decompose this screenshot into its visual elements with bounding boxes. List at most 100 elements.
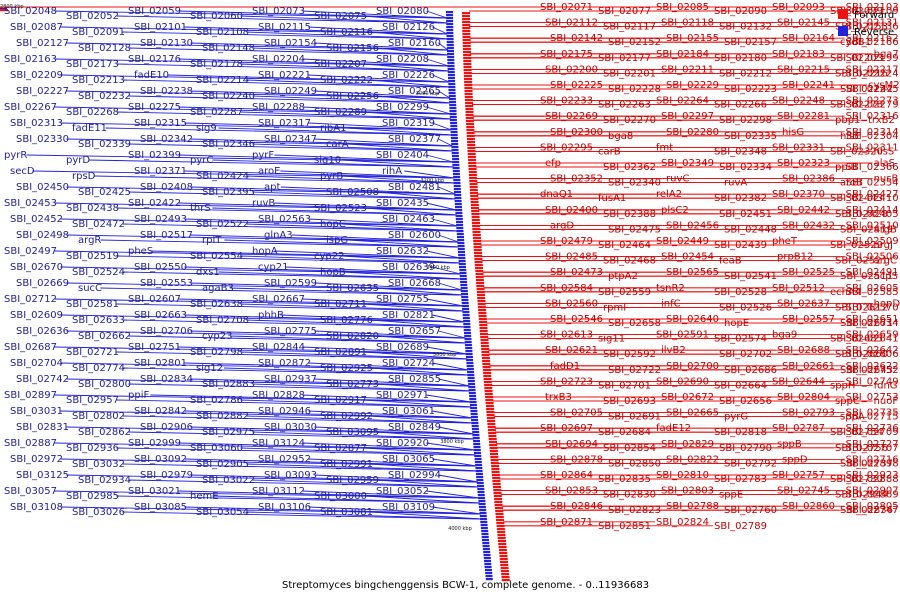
forward-feature <box>501 579 510 582</box>
reverse-feature <box>460 284 468 287</box>
forward-gene-label: SBI_02737 <box>840 458 893 469</box>
forward-gene-label: SBI_02485 <box>545 252 598 263</box>
reverse-feature <box>472 434 480 437</box>
reverse-gene-label: SBI_02435 <box>376 198 429 209</box>
forward-gene-label: SBI_02702 <box>719 349 772 360</box>
reverse-gene-label: SBI_02497 <box>4 246 57 257</box>
reverse-connector <box>190 474 478 483</box>
reverse-connector <box>432 506 481 515</box>
reverse-feature <box>446 41 454 44</box>
reverse-feature <box>478 503 486 506</box>
reverse-gene-label: SBI_03000 <box>314 491 367 502</box>
reverse-connector <box>308 506 481 515</box>
forward-gene-label: SBI_02612 <box>835 302 888 313</box>
forward-gene-label: SBI_02723 <box>540 376 593 387</box>
reverse-gene-label: SBI_03095 <box>326 427 379 438</box>
reverse-feature <box>448 83 456 86</box>
forward-gene-label: SBI_02479 <box>540 236 593 247</box>
reverse-connector <box>122 271 462 280</box>
reverse-gene-label: SBI_03021 <box>128 486 181 497</box>
reverse-gene-label: SBI_03054 <box>196 507 249 518</box>
forward-feature <box>496 519 504 522</box>
reverse-feature <box>448 95 456 98</box>
reverse-connector <box>426 490 480 499</box>
reverse-gene-label: SBI_02395 <box>202 187 255 198</box>
reverse-gene-label: SBI_02148 <box>202 43 255 54</box>
forward-gene-label: SBI_02152 <box>608 37 661 48</box>
reverse-gene-label: secD <box>10 166 35 177</box>
reverse-connector <box>54 490 480 499</box>
forward-feature <box>483 372 492 375</box>
reverse-gene-label: SBI_02550 <box>134 262 187 273</box>
forward-gene-label: echA4 <box>830 287 861 298</box>
forward-gene-label: SBI_02132 <box>719 22 772 33</box>
reverse-gene-label: SBI_03022 <box>202 475 255 486</box>
forward-gene-label: SBI_02427 <box>846 189 899 200</box>
reverse-feature <box>468 392 476 395</box>
reverse-feature <box>453 179 461 182</box>
forward-feature <box>463 60 472 63</box>
reverse-feature <box>480 518 487 521</box>
reverse-connector <box>370 463 477 472</box>
reverse-gene-label: SBI_02209 <box>10 70 63 81</box>
forward-feature <box>490 453 498 456</box>
reverse-gene-label: SBI_02160 <box>388 38 441 49</box>
forward-feature <box>475 267 483 270</box>
reverse-connector <box>116 15 448 24</box>
reverse-connector <box>252 431 474 440</box>
reverse-connector <box>252 191 456 200</box>
reverse-gene-label: SBI_02126 <box>382 22 435 33</box>
reverse-connector <box>280 314 465 323</box>
reverse-feature <box>464 338 472 341</box>
reverse-feature <box>482 539 489 542</box>
forward-gene-label: SBI_02229 <box>666 80 719 91</box>
reverse-connector <box>240 111 451 120</box>
forward-gene-label: SBI_02212 <box>719 68 772 79</box>
reverse-connector <box>178 346 467 355</box>
forward-gene-label: ilvB2 <box>661 345 686 356</box>
reverse-connector <box>314 330 466 339</box>
reverse-feature <box>469 395 477 398</box>
reverse-feature <box>448 86 456 89</box>
forward-feature <box>485 396 494 399</box>
reverse-gene-label: SBI_02204 <box>252 54 305 65</box>
reverse-gene-label: SBI_02820 <box>326 331 379 342</box>
reverse-connector <box>438 330 466 339</box>
reverse-connector <box>128 479 479 488</box>
reverse-gene-label: SBI_02872 <box>258 358 311 369</box>
reverse-connector <box>128 143 453 152</box>
reverse-connector <box>60 506 481 515</box>
forward-gene-label: SBI_02565 <box>666 267 719 278</box>
reverse-feature <box>461 296 469 299</box>
forward-gene-label: SBI_02090 <box>714 6 767 17</box>
reverse-connector <box>302 298 464 307</box>
reverse-connector <box>54 10 448 19</box>
forward-feature <box>463 54 472 57</box>
forward-gene-label: SBI_02245 <box>846 84 899 95</box>
forward-feature <box>482 360 491 363</box>
reverse-feature <box>481 533 489 536</box>
reverse-gene-label: SBI_02882 <box>196 411 249 422</box>
reverse-gene-label: SBI_02689 <box>376 342 429 353</box>
forward-gene-label: SBI_02093 <box>772 2 825 13</box>
reverse-gene-label: SBI_02668 <box>388 278 441 289</box>
forward-gene-label: SBI_02585 <box>846 287 899 298</box>
reverse-gene-label: SBI_02775 <box>264 326 317 337</box>
reverse-gene-label: carA <box>326 139 349 150</box>
forward-feature <box>475 276 484 279</box>
forward-gene-label: SBI_02878 <box>550 454 603 465</box>
forward-feature <box>485 399 494 402</box>
reverse-connector <box>190 186 456 195</box>
reverse-gene-label: sig9 <box>196 123 217 134</box>
reverse-connector <box>432 26 448 35</box>
reverse-connector <box>184 410 473 419</box>
reverse-gene-label: SBI_02751 <box>128 342 181 353</box>
reverse-connector <box>88 159 454 168</box>
reverse-gene-label: SBI_02999 <box>128 438 181 449</box>
forward-feature <box>476 288 485 291</box>
reverse-connector <box>308 122 452 131</box>
forward-feature <box>478 318 487 321</box>
reverse-connector <box>342 271 462 280</box>
forward-feature <box>486 417 495 420</box>
forward-feature <box>499 555 508 558</box>
